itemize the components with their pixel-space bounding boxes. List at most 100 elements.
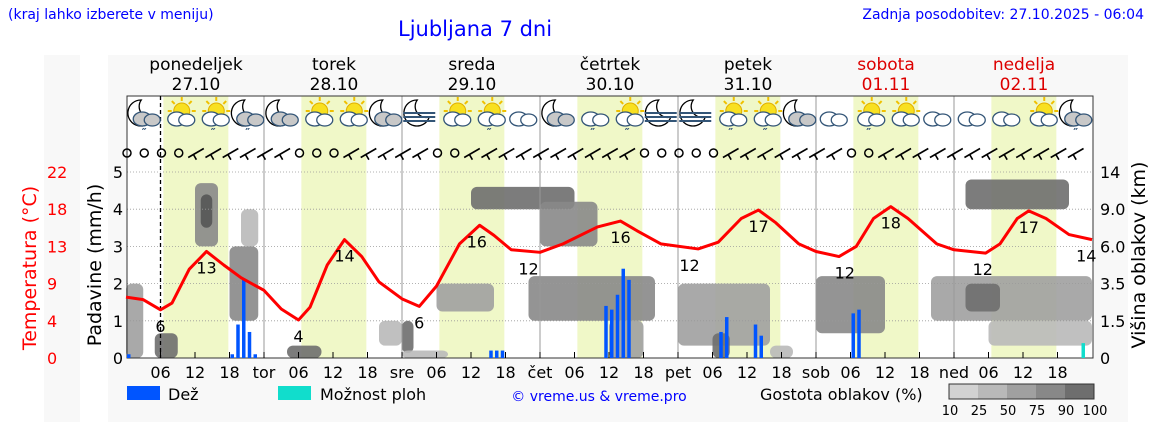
- rain-drops: ″: [866, 126, 871, 139]
- sun-cloud-rain-icon: ″: [615, 97, 645, 139]
- wind-barb-flag: [485, 154, 491, 161]
- temperature-label: 6: [414, 313, 424, 332]
- rain-drops: ″: [487, 126, 492, 139]
- precip-tick-label: 2: [113, 275, 123, 294]
- wind-barb-shaft: [808, 147, 826, 159]
- rain-bar: [753, 324, 758, 358]
- day-date: 29.10: [448, 75, 497, 95]
- precip-tick-label: 5: [113, 163, 123, 182]
- sun-cloud-icon: [443, 97, 472, 127]
- wind-barb-icon: [619, 147, 636, 161]
- sun-ray: [895, 100, 900, 105]
- wind-barb-shaft: [463, 147, 481, 159]
- cloud-cell: [609, 320, 644, 358]
- wind-barb-icon: [187, 147, 205, 161]
- wind-barb-shaft: [515, 147, 532, 159]
- x-tick-label: 12: [875, 363, 895, 382]
- wind-barb-shaft: [912, 147, 929, 159]
- wind-barb-icon: [912, 147, 929, 161]
- wind-barb-flag: [830, 154, 836, 161]
- rain-bar: [857, 309, 861, 358]
- wind-barb-shaft: [877, 147, 895, 159]
- wind-barb-flag: [347, 154, 353, 161]
- wind-barb-shaft: [412, 147, 429, 159]
- x-tick-label: 12: [1013, 363, 1033, 382]
- density-swatch: [949, 384, 978, 399]
- wind-barb-icon: [722, 147, 739, 161]
- sun-ray: [309, 100, 314, 105]
- cloud-shape: [1075, 113, 1093, 127]
- temperature-label: 6: [155, 317, 165, 336]
- wind-barb-icon: [481, 147, 498, 161]
- sun-ray: [723, 100, 728, 105]
- cloud-cell: [965, 179, 1069, 210]
- cloud-cell: [931, 276, 1092, 321]
- copyright-link: © vreme.us & vreme.pro: [511, 389, 686, 405]
- rain-bar: [489, 350, 493, 358]
- wind-barb-icon: [929, 147, 946, 161]
- rain-drops: ″: [763, 126, 768, 139]
- wind-barb-shaft: [1033, 147, 1050, 159]
- rain-bar: [615, 294, 620, 358]
- cloud-shape: [520, 113, 538, 127]
- cloud-shape: [626, 113, 644, 127]
- showers-legend-label: Možnost ploh: [320, 385, 426, 404]
- night-cloud-icon: [368, 99, 403, 127]
- precip-tick-label: 1: [113, 312, 123, 331]
- wind-barb-shaft: [998, 147, 1015, 159]
- wind-barb-shaft: [394, 147, 412, 159]
- cloud-shape: [488, 113, 506, 127]
- x-tick-label: 12: [599, 363, 619, 382]
- sun-ray: [878, 100, 883, 105]
- wind-barb-icon: [826, 147, 843, 161]
- day-name: četrtek: [580, 55, 641, 75]
- wind-barb-flag: [779, 154, 784, 161]
- density-level-label: 10: [942, 404, 959, 419]
- wind-barb-flag: [796, 154, 801, 161]
- x-tick-label: sob: [802, 363, 830, 382]
- wind-barb-icon: [360, 147, 377, 161]
- wind-calm-icon: [639, 148, 650, 158]
- wind-barb-icon: [998, 147, 1015, 161]
- night-fog-icon: [403, 99, 436, 127]
- wind-barb-shaft: [343, 147, 360, 159]
- wind-calm-icon: [691, 148, 701, 158]
- sun-ray: [498, 100, 503, 105]
- rain-bar: [495, 350, 499, 358]
- wind-barb-flag: [917, 154, 922, 161]
- cloudy-icon: [923, 111, 952, 127]
- rain-bar: [500, 350, 505, 358]
- wind-barb-flag: [382, 154, 387, 161]
- cloud-shape: [557, 113, 575, 127]
- wind-calm-icon: [432, 148, 443, 158]
- rain-bar: [247, 331, 252, 358]
- x-tick-label: 18: [633, 363, 653, 382]
- wind-barb-shaft: [205, 147, 222, 159]
- wind-barb-shaft: [274, 147, 291, 159]
- rain-bar: [242, 279, 246, 358]
- density-level-label: 75: [1029, 404, 1046, 419]
- wind-barb-flag: [951, 154, 957, 161]
- wind-barb-shaft: [584, 147, 601, 159]
- rain-drops: ″: [1073, 126, 1078, 139]
- density-swatch: [1065, 384, 1094, 399]
- wind-calm-icon: [139, 148, 149, 158]
- sun-cloud-icon: [1029, 97, 1059, 127]
- temp-tick-label: 22: [47, 163, 67, 182]
- density-swatch: [1036, 384, 1065, 399]
- cloudy-icon: [957, 111, 986, 127]
- wind-barb-flag: [934, 154, 939, 161]
- x-tick-label: 12: [185, 363, 205, 382]
- rain-bar: [719, 331, 723, 358]
- cloud-shape: [454, 113, 472, 127]
- last-updated: Zadnja posodobitev: 27.10.2025 - 06:04: [862, 7, 1144, 23]
- cloud-cell: [528, 276, 655, 321]
- location-hint: (kraj lahko izberete v meniju): [8, 7, 214, 23]
- wind-calm-icon: [294, 148, 305, 158]
- wind-barb-flag: [986, 154, 991, 161]
- night-cloud-rain-icon: ″: [127, 99, 161, 139]
- wind-barb-shaft: [360, 147, 377, 159]
- wind-calm-icon: [450, 148, 460, 158]
- cloud-height-tick-label: 6.0: [1100, 237, 1125, 256]
- wind-barb-icon: [1067, 147, 1084, 161]
